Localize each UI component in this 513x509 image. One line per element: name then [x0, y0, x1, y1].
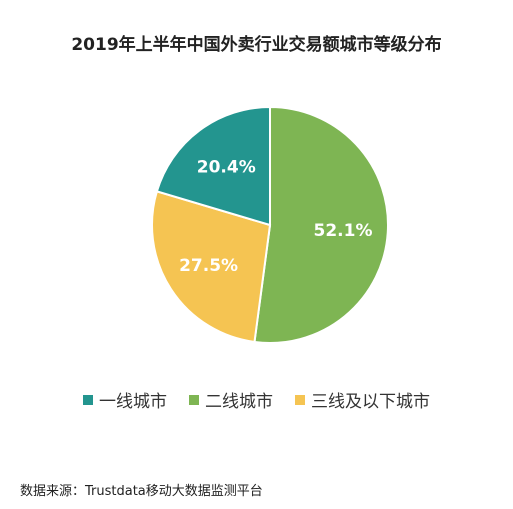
legend-label-tier1: 一线城市: [99, 392, 167, 412]
legend-item-tier2: 二线城市: [189, 387, 273, 412]
legend: 一线城市 二线城市 三线及以下城市: [0, 387, 513, 412]
legend-swatch-tier1: [83, 394, 93, 405]
slice-label-tier2: 52.1%: [314, 221, 373, 241]
slice-tier1: [155, 105, 271, 227]
slice-tier3: [151, 190, 272, 344]
legend-item-tier3: 三线及以下城市: [295, 387, 430, 412]
chart-title: 2019年上半年中国外卖行业交易额城市等级分布: [71, 35, 442, 55]
slice-tier2: [253, 105, 389, 344]
legend-swatch-tier2: [189, 394, 199, 405]
legend-item-tier1: 一线城市: [83, 387, 167, 412]
legend-swatch-tier3: [295, 394, 305, 405]
slice-label-tier1: 20.4%: [197, 157, 256, 177]
source-note: 数据来源：Trustdata移动大数据监测平台: [20, 484, 263, 499]
legend-label-tier3: 三线及以下城市: [311, 392, 430, 412]
slice-label-tier3: 27.5%: [179, 256, 238, 276]
legend-label-tier2: 二线城市: [205, 392, 273, 412]
